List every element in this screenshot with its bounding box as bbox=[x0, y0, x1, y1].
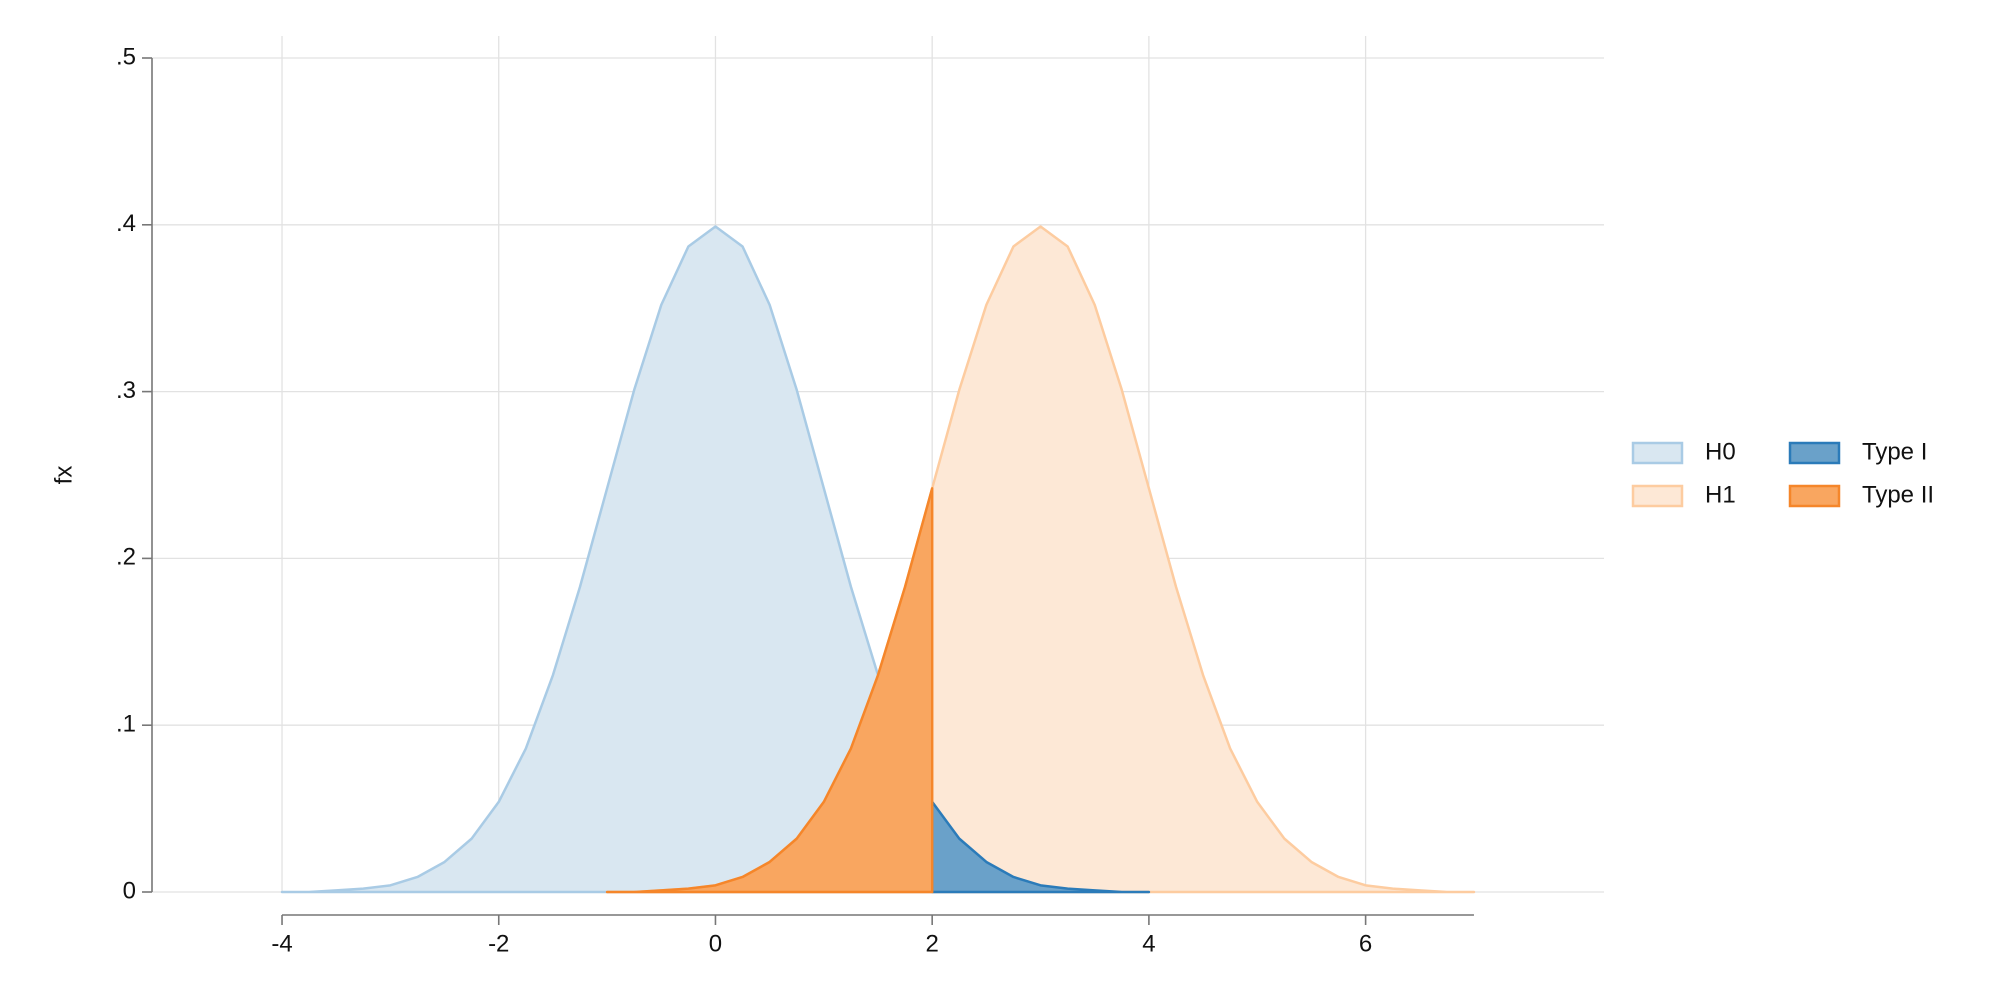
x-tick-label: 6 bbox=[1359, 930, 1372, 957]
y-tick-label: .5 bbox=[116, 43, 136, 70]
y-tick-label: .2 bbox=[116, 544, 136, 571]
x-tick-label: -2 bbox=[488, 930, 509, 957]
area bbox=[930, 800, 1151, 894]
legend-swatch bbox=[1788, 484, 1841, 508]
legend-label: Type I bbox=[1862, 438, 1927, 465]
y-tick-label: .1 bbox=[116, 711, 136, 738]
y-tick-label: .3 bbox=[116, 377, 136, 404]
x-tick-label: 0 bbox=[709, 930, 722, 957]
legend-label: H0 bbox=[1705, 438, 1736, 465]
legend-swatch bbox=[1631, 441, 1684, 465]
y-tick-label: 0 bbox=[123, 877, 136, 904]
legend-swatch bbox=[1788, 441, 1841, 465]
y-tick-label: .4 bbox=[116, 210, 136, 237]
y-axis-label: fx bbox=[50, 466, 77, 485]
x-tick-label: -4 bbox=[271, 930, 292, 957]
legend-label: H1 bbox=[1705, 481, 1736, 508]
x-tick-label: 4 bbox=[1142, 930, 1155, 957]
legend-swatch bbox=[1631, 484, 1684, 508]
area bbox=[605, 487, 934, 894]
x-tick-label: 2 bbox=[925, 930, 938, 957]
legend-label: Type II bbox=[1862, 481, 1934, 508]
